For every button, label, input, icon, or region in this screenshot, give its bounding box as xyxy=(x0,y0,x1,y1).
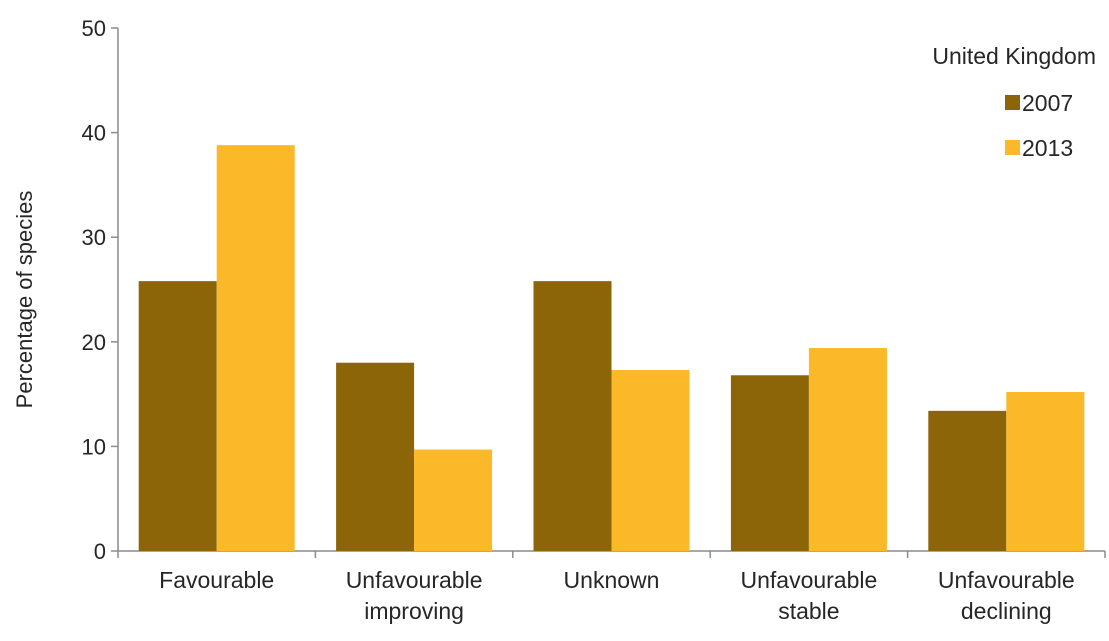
y-axis-title: Percentage of species xyxy=(12,191,37,409)
legend-title: United Kingdom xyxy=(932,43,1096,69)
y-tick-label: 10 xyxy=(82,434,106,459)
legend: United Kingdom 2007 2013 xyxy=(932,43,1096,161)
x-category-label: Favourable xyxy=(159,567,274,593)
legend-swatch-2013 xyxy=(1005,140,1020,155)
x-category-label: Unfavourable xyxy=(938,567,1075,593)
legend-swatch-2007 xyxy=(1005,95,1020,110)
y-tick-label: 30 xyxy=(82,225,106,250)
y-tick-label: 40 xyxy=(82,121,106,146)
bar-2013-2 xyxy=(611,370,690,551)
x-category-label: declining xyxy=(961,598,1052,624)
x-category-label: Unfavourable xyxy=(346,567,483,593)
bar-2007-4 xyxy=(928,410,1007,551)
x-category-label: Unknown xyxy=(564,567,660,593)
x-category-label: Unfavourable xyxy=(740,567,877,593)
bars xyxy=(138,145,1085,552)
x-category-label: improving xyxy=(364,598,464,624)
bar-2013-4 xyxy=(1006,392,1085,551)
bar-2013-0 xyxy=(216,145,295,552)
legend-label-2013: 2013 xyxy=(1022,135,1073,161)
labels: 0 10 20 30 40 50 Percentage of species Favourab… xyxy=(12,16,1075,624)
x-category-label: stable xyxy=(778,598,839,624)
y-tick-label: 50 xyxy=(82,16,106,41)
bar-2013-3 xyxy=(808,348,887,551)
bar-2007-1 xyxy=(336,362,415,551)
bar-2007-3 xyxy=(730,375,809,551)
y-tick-label: 20 xyxy=(82,330,106,355)
legend-label-2007: 2007 xyxy=(1022,90,1073,116)
bar-2007-2 xyxy=(533,281,612,551)
bar-2013-1 xyxy=(414,449,493,551)
y-tick-label: 0 xyxy=(94,539,106,564)
bar-2007-0 xyxy=(138,281,217,551)
